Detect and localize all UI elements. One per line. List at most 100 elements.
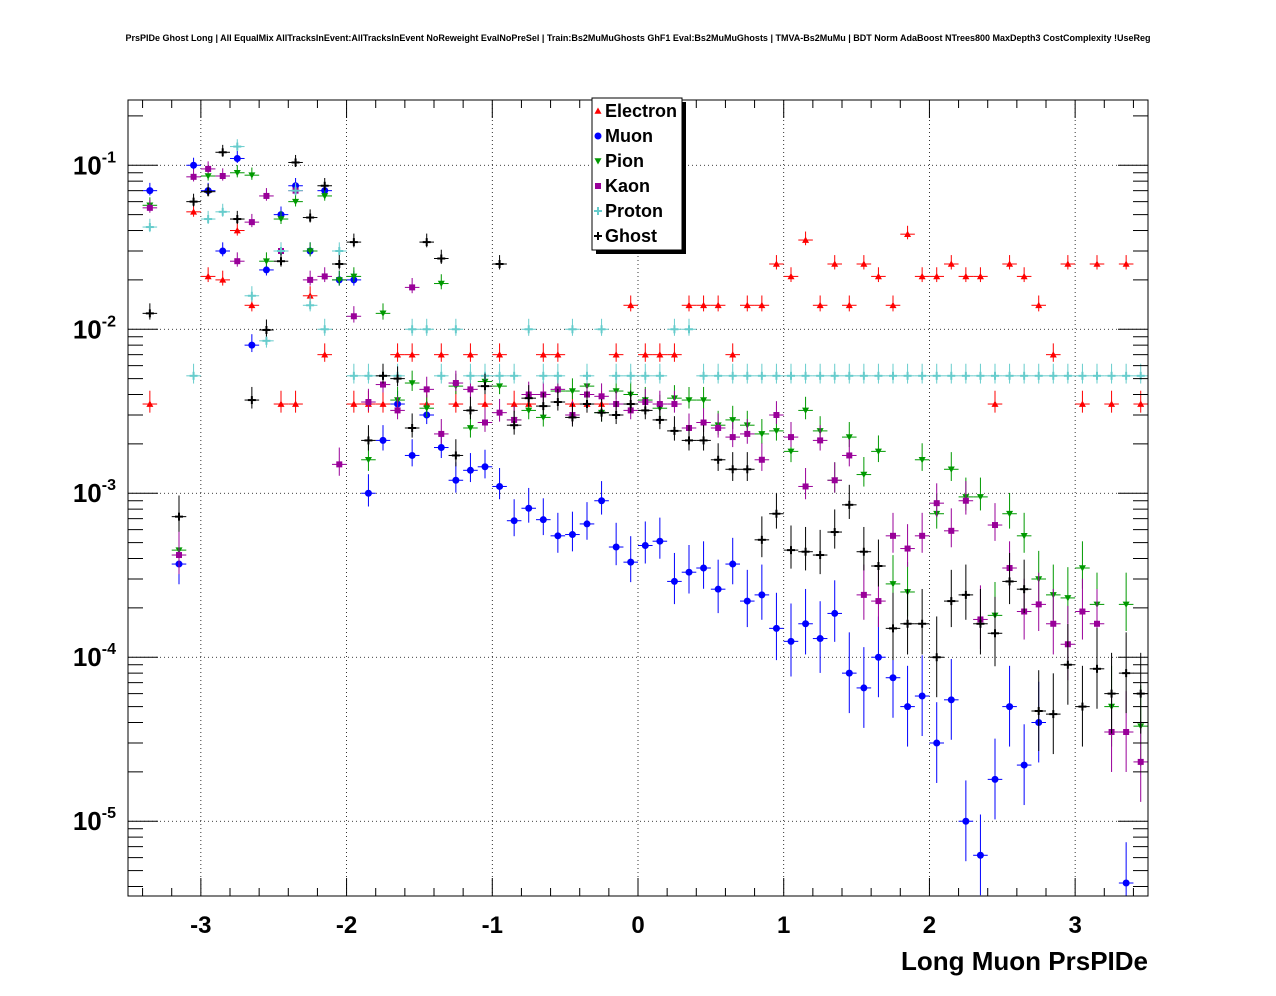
- data-point-kaon: [846, 452, 853, 459]
- data-point-pion: [947, 466, 955, 473]
- data-point-pion: [277, 216, 285, 223]
- data-point-proton: [1093, 371, 1101, 380]
- data-point-kaon: [1094, 620, 1100, 627]
- data-point-kaon: [438, 430, 445, 437]
- data-point-electron: [802, 236, 810, 243]
- data-point-electron: [758, 301, 766, 309]
- data-point-muon: [816, 635, 824, 643]
- data-point-ghost: [1005, 577, 1014, 586]
- data-point-muon: [1020, 761, 1028, 769]
- data-point-kaon: [992, 522, 998, 529]
- data-point-muon: [729, 560, 737, 568]
- data-point-pion: [845, 434, 853, 441]
- data-point-kaon: [919, 532, 926, 539]
- data-point-pion: [758, 431, 766, 438]
- data-point-muon: [1122, 879, 1130, 887]
- data-point-kaon: [482, 419, 488, 426]
- data-point-muon: [408, 451, 416, 459]
- data-point-electron: [1108, 400, 1116, 407]
- data-point-electron: [1093, 260, 1101, 267]
- data-point-proton: [539, 371, 548, 380]
- data-point-pion: [772, 428, 780, 435]
- data-point-proton: [714, 371, 723, 380]
- data-point-ghost: [641, 406, 650, 415]
- data-point-kaon: [467, 386, 474, 393]
- chart-title: PrsPIDe Ghost Long | All EqualMix AllTra…: [125, 33, 1151, 43]
- data-point-muon: [831, 609, 839, 617]
- data-point-ghost: [218, 148, 227, 157]
- data-point-kaon: [962, 497, 969, 504]
- data-point-pion: [496, 383, 504, 390]
- data-point-pion: [700, 397, 708, 404]
- data-point-ghost: [583, 400, 591, 409]
- data-point-electron: [510, 400, 518, 407]
- data-point-muon: [772, 624, 780, 632]
- x-tick-label: -1: [482, 912, 503, 939]
- data-point-kaon: [817, 437, 824, 444]
- data-point-electron: [612, 351, 620, 358]
- data-point-muon: [860, 684, 868, 692]
- x-tick-label: 0: [631, 912, 644, 939]
- data-point-electron: [831, 260, 839, 267]
- data-point-ghost: [1107, 689, 1116, 698]
- data-point-proton: [874, 371, 883, 380]
- data-point-proton: [335, 247, 344, 256]
- data-point-ghost: [495, 259, 504, 268]
- data-point-muon: [379, 436, 387, 444]
- data-point-ghost: [568, 413, 577, 422]
- data-point-ghost: [539, 402, 548, 411]
- data-point-ghost: [1020, 585, 1029, 594]
- data-point-proton: [218, 207, 227, 216]
- legend-label-pion: Pion: [605, 151, 644, 171]
- data-point-electron: [991, 400, 999, 407]
- data-point-pion: [685, 397, 693, 404]
- data-point-electron: [292, 400, 300, 407]
- data-point-electron: [860, 260, 868, 267]
- data-point-pion: [306, 248, 314, 255]
- data-point-kaon: [452, 380, 459, 387]
- data-point-proton: [728, 371, 737, 380]
- data-point-ghost: [699, 436, 708, 445]
- data-point-electron: [452, 400, 460, 407]
- series-kaon: [142, 161, 1148, 802]
- data-point-proton: [1049, 371, 1058, 380]
- data-point-kaon: [1137, 758, 1144, 765]
- data-point-ghost: [393, 374, 402, 383]
- legend-marker-pion: [594, 158, 602, 165]
- data-point-pion: [204, 173, 212, 180]
- data-point-ghost: [830, 528, 839, 537]
- data-point-proton: [757, 371, 766, 380]
- data-point-muon: [612, 543, 620, 551]
- data-point-electron: [845, 301, 853, 309]
- data-point-proton: [247, 291, 256, 300]
- data-point-electron: [1122, 260, 1130, 267]
- x-axis-title: Long Muon PrsPIDe: [901, 946, 1148, 976]
- data-point-ghost: [976, 619, 985, 628]
- data-point-proton: [306, 301, 315, 310]
- data-point-pion: [423, 405, 431, 412]
- data-point-muon: [874, 653, 882, 661]
- data-point-muon: [700, 564, 708, 572]
- data-point-pion: [918, 456, 926, 464]
- data-point-proton: [685, 325, 693, 334]
- data-point-proton: [626, 371, 635, 380]
- data-point-electron: [772, 260, 780, 267]
- data-point-pion: [321, 193, 329, 200]
- data-point-ghost: [903, 619, 912, 628]
- series-electron: [142, 203, 1148, 413]
- data-point-ghost: [379, 371, 387, 380]
- data-point-electron: [204, 272, 212, 280]
- data-point-electron: [306, 292, 314, 299]
- data-point-proton: [641, 371, 650, 380]
- data-point-electron: [714, 301, 722, 309]
- data-point-muon: [190, 161, 198, 169]
- data-point-kaon: [307, 276, 314, 283]
- data-point-proton: [189, 371, 198, 380]
- data-point-electron: [685, 301, 693, 309]
- data-point-proton: [437, 371, 446, 380]
- data-point-proton: [670, 325, 679, 334]
- data-point-muon: [802, 620, 810, 628]
- data-point-kaon: [336, 461, 343, 468]
- data-point-pion: [568, 388, 576, 395]
- data-point-ghost: [204, 187, 213, 196]
